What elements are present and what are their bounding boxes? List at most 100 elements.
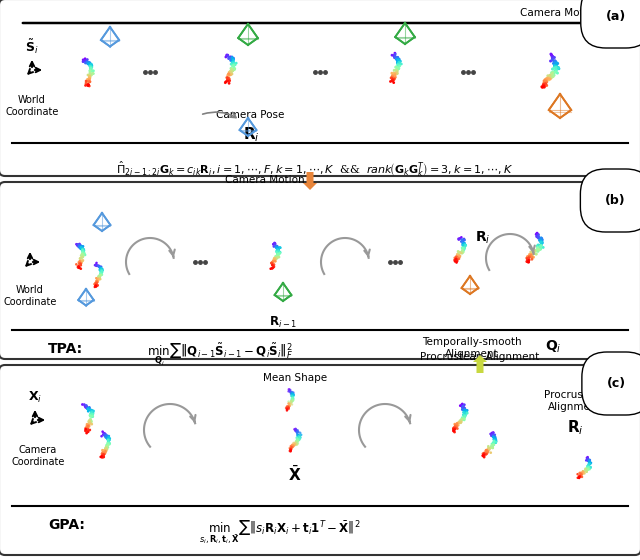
Point bbox=[92, 276, 102, 285]
Point bbox=[72, 241, 83, 250]
Point bbox=[458, 246, 468, 255]
Point bbox=[90, 279, 100, 288]
Point bbox=[574, 474, 584, 483]
Point bbox=[584, 460, 594, 469]
Point bbox=[458, 237, 468, 246]
Point bbox=[80, 402, 90, 410]
Point bbox=[291, 437, 301, 446]
Point bbox=[575, 472, 585, 480]
Point bbox=[285, 386, 295, 395]
Point bbox=[581, 465, 591, 474]
Point bbox=[92, 278, 102, 287]
Point bbox=[389, 75, 399, 84]
Point bbox=[85, 73, 95, 82]
Point bbox=[535, 234, 545, 243]
Point bbox=[78, 247, 88, 256]
Point bbox=[83, 71, 93, 80]
Point bbox=[226, 67, 236, 76]
Point bbox=[450, 419, 460, 428]
Point bbox=[489, 440, 499, 449]
Point bbox=[390, 49, 400, 58]
Point bbox=[584, 455, 594, 464]
Point bbox=[550, 67, 560, 76]
Point bbox=[481, 450, 492, 459]
Point bbox=[458, 247, 468, 256]
Point bbox=[526, 250, 536, 259]
Text: $\mathbf{R}_i$: $\mathbf{R}_i$ bbox=[243, 125, 260, 144]
Point bbox=[74, 242, 84, 251]
Point bbox=[530, 246, 540, 255]
Point bbox=[457, 403, 467, 412]
Point bbox=[286, 396, 296, 405]
Point bbox=[84, 77, 94, 86]
Point bbox=[292, 437, 303, 446]
Point bbox=[95, 269, 106, 278]
Point bbox=[387, 76, 397, 85]
Point bbox=[296, 430, 307, 439]
Point bbox=[390, 63, 401, 72]
Point bbox=[269, 242, 279, 251]
Point bbox=[97, 266, 107, 275]
Point bbox=[226, 68, 236, 77]
Point bbox=[81, 428, 92, 437]
Point bbox=[92, 261, 102, 270]
Point bbox=[459, 235, 469, 244]
Point bbox=[577, 473, 587, 482]
Point bbox=[457, 235, 467, 244]
Point bbox=[479, 450, 490, 459]
Point bbox=[100, 447, 111, 456]
Point bbox=[73, 263, 83, 272]
Point bbox=[459, 242, 469, 251]
Point bbox=[579, 468, 589, 477]
Point bbox=[577, 469, 587, 478]
Point bbox=[79, 246, 89, 255]
Point bbox=[76, 261, 86, 270]
Point bbox=[227, 55, 237, 64]
Point bbox=[548, 59, 559, 68]
Point bbox=[287, 443, 298, 452]
Point bbox=[391, 66, 401, 74]
Point bbox=[86, 419, 97, 428]
Point bbox=[459, 407, 469, 416]
Point bbox=[454, 251, 465, 260]
Point bbox=[229, 65, 239, 74]
Point bbox=[582, 454, 593, 463]
Point bbox=[85, 417, 95, 426]
Point bbox=[77, 253, 87, 262]
Point bbox=[99, 446, 109, 455]
Point bbox=[387, 73, 397, 82]
Point bbox=[227, 58, 237, 67]
Point bbox=[225, 54, 236, 63]
Point bbox=[488, 438, 499, 447]
Point bbox=[394, 62, 404, 71]
Point bbox=[95, 271, 105, 280]
Point bbox=[394, 60, 404, 69]
Point bbox=[585, 456, 595, 465]
Point bbox=[285, 402, 295, 410]
Point bbox=[489, 436, 499, 445]
Point bbox=[97, 266, 108, 275]
Point bbox=[269, 260, 279, 269]
Point bbox=[100, 448, 111, 457]
Point bbox=[84, 403, 94, 412]
Point bbox=[294, 433, 305, 442]
Point bbox=[104, 439, 115, 448]
Point bbox=[547, 73, 557, 82]
Point bbox=[84, 422, 94, 431]
Point bbox=[286, 398, 296, 407]
Point bbox=[392, 66, 402, 75]
Point bbox=[538, 80, 548, 89]
Point bbox=[288, 394, 298, 403]
Point bbox=[83, 426, 93, 435]
Point bbox=[390, 52, 401, 61]
Point bbox=[91, 282, 101, 291]
Point bbox=[452, 255, 463, 264]
Point bbox=[75, 256, 85, 265]
Point bbox=[224, 71, 234, 80]
Point bbox=[582, 465, 593, 474]
Point bbox=[388, 72, 399, 81]
Point bbox=[287, 397, 298, 406]
Point bbox=[481, 450, 492, 459]
Point bbox=[453, 254, 463, 263]
Point bbox=[267, 259, 277, 268]
